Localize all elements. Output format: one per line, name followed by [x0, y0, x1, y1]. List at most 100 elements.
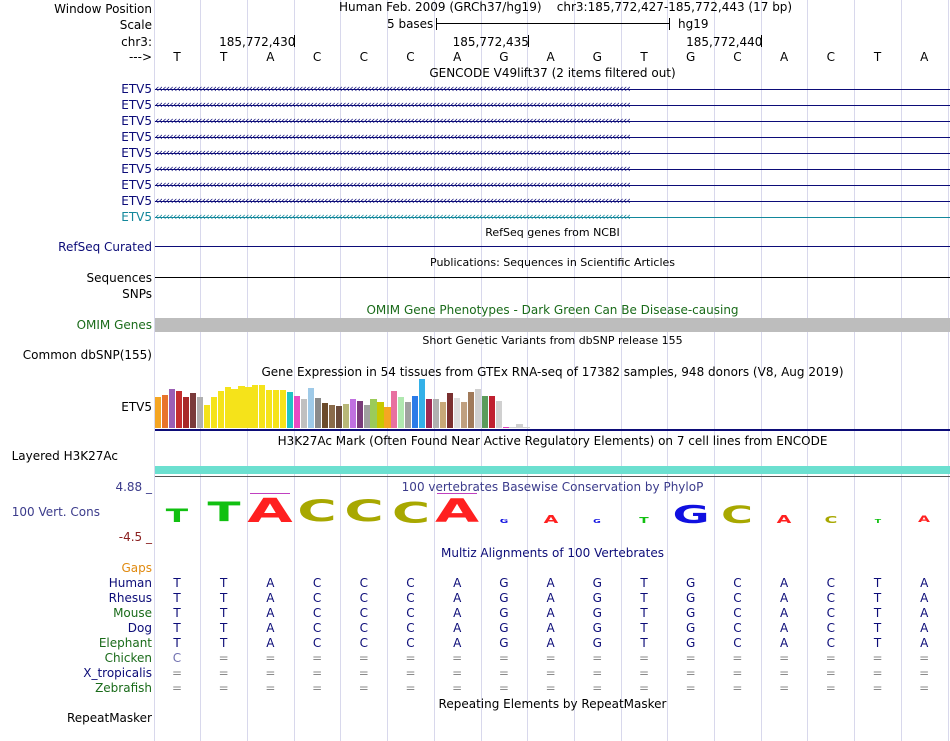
gencode-gene-label[interactable]: ETV5	[121, 210, 152, 224]
repeatmasker-track-label[interactable]: RepeatMasker	[66, 711, 152, 725]
species-label[interactable]: Rhesus	[108, 591, 152, 605]
gtex-tissue-bar[interactable]	[460, 402, 467, 428]
species-label[interactable]: Elephant	[98, 636, 152, 650]
reference-base[interactable]: T	[173, 50, 181, 64]
species-label[interactable]: Chicken	[104, 651, 152, 665]
gtex-tissue-bar[interactable]	[161, 395, 169, 428]
gtex-tissue-bar[interactable]	[238, 386, 245, 428]
gtex-tissue-bar[interactable]	[453, 398, 461, 428]
h3k27ac-signal[interactable]	[155, 466, 950, 474]
gtex-tissue-bar[interactable]	[398, 397, 405, 428]
h3k27ac-track-label[interactable]: Layered H3K27Ac	[11, 449, 118, 463]
gtex-tissue-bar[interactable]	[266, 390, 273, 428]
gtex-tissue-bar[interactable]	[342, 404, 349, 428]
gencode-transcript[interactable]: ‹‹‹‹‹‹‹‹‹‹‹‹‹‹‹‹‹‹‹‹‹‹‹‹‹‹‹‹‹‹‹‹‹‹‹‹‹‹‹‹…	[155, 82, 950, 96]
gtex-tissue-bar[interactable]	[328, 405, 335, 428]
dbsnp-track-label[interactable]: Common dbSNP(155)	[22, 348, 152, 362]
reference-base[interactable]: A	[920, 50, 929, 64]
gtex-tissue-bar[interactable]	[384, 407, 391, 428]
track-data-panel[interactable]: Human Feb. 2009 (GRCh37/hg19) chr3:185,7…	[155, 0, 950, 741]
species-label[interactable]: Dog	[127, 621, 152, 635]
gencode-transcript[interactable]: ‹‹‹‹‹‹‹‹‹‹‹‹‹‹‹‹‹‹‹‹‹‹‹‹‹‹‹‹‹‹‹‹‹‹‹‹‹‹‹‹…	[155, 114, 950, 128]
gtex-tissue-bar[interactable]	[419, 379, 426, 428]
gencode-transcript[interactable]: ‹‹‹‹‹‹‹‹‹‹‹‹‹‹‹‹‹‹‹‹‹‹‹‹‹‹‹‹‹‹‹‹‹‹‹‹‹‹‹‹…	[155, 146, 950, 160]
reference-base[interactable]: C	[359, 50, 368, 64]
gtex-tissue-bar[interactable]	[356, 401, 363, 428]
gtex-tissue-bar[interactable]	[273, 390, 280, 428]
reference-base[interactable]: T	[220, 50, 228, 64]
gtex-tissue-bar[interactable]	[467, 392, 474, 428]
omim-feature-bar[interactable]	[155, 318, 950, 332]
publications-line[interactable]	[155, 277, 950, 278]
gtex-tissue-bar[interactable]	[335, 406, 342, 428]
gtex-tissue-bar[interactable]	[280, 390, 287, 428]
reference-base[interactable]: A	[779, 50, 789, 64]
reference-base[interactable]: G	[686, 50, 696, 64]
gtex-tissue-bar[interactable]	[217, 391, 224, 428]
gtex-tissue-bar[interactable]	[377, 402, 384, 428]
gencode-gene-label[interactable]: ETV5	[121, 146, 152, 160]
gtex-tissue-bar[interactable]	[516, 424, 523, 428]
gtex-tissue-bar[interactable]	[405, 402, 412, 428]
reference-base[interactable]: C	[826, 50, 835, 64]
reference-base[interactable]: G	[592, 50, 602, 64]
gencode-gene-label[interactable]: ETV5	[121, 98, 152, 112]
gtex-tissue-bar[interactable]	[231, 389, 238, 428]
species-label[interactable]: Zebrafish	[95, 681, 152, 695]
gtex-tissue-bar[interactable]	[168, 389, 176, 428]
refseq-track-label[interactable]: RefSeq Curated	[58, 240, 152, 254]
gencode-transcript[interactable]: ‹‹‹‹‹‹‹‹‹‹‹‹‹‹‹‹‹‹‹‹‹‹‹‹‹‹‹‹‹‹‹‹‹‹‹‹‹‹‹‹…	[155, 130, 950, 144]
reference-base[interactable]: T	[873, 50, 882, 64]
gtex-expression-bars[interactable]	[155, 378, 950, 428]
gtex-tissue-bar[interactable]	[481, 396, 488, 428]
gtex-tissue-bar[interactable]	[203, 405, 210, 428]
gtex-tissue-bar[interactable]	[433, 399, 440, 428]
reference-base[interactable]: T	[640, 50, 648, 64]
gtex-tissue-bar[interactable]	[259, 385, 266, 428]
gtex-tissue-bar[interactable]	[294, 396, 301, 428]
gtex-track-label[interactable]: ETV5	[121, 400, 152, 414]
gtex-tissue-bar[interactable]	[412, 396, 419, 428]
gtex-gene-line[interactable]	[155, 429, 950, 431]
gtex-tissue-bar[interactable]	[189, 393, 196, 428]
gtex-tissue-bar[interactable]	[446, 393, 454, 428]
gtex-tissue-bar[interactable]	[210, 397, 217, 428]
gencode-gene-label[interactable]: ETV5	[121, 178, 152, 192]
gtex-tissue-bar[interactable]	[370, 399, 377, 428]
gtex-tissue-bar[interactable]	[300, 399, 308, 428]
gtex-tissue-bar[interactable]	[349, 399, 356, 428]
species-label[interactable]: Human	[108, 576, 152, 590]
gtex-tissue-bar[interactable]	[252, 385, 259, 428]
reference-base[interactable]: C	[406, 50, 415, 64]
gtex-tissue-bar[interactable]	[523, 427, 530, 428]
gencode-transcript[interactable]: ‹‹‹‹‹‹‹‹‹‹‹‹‹‹‹‹‹‹‹‹‹‹‹‹‹‹‹‹‹‹‹‹‹‹‹‹‹‹‹‹…	[155, 178, 950, 192]
refseq-gene-line[interactable]	[155, 246, 950, 247]
reference-base[interactable]: G	[499, 50, 509, 64]
reference-base[interactable]: A	[266, 50, 275, 64]
gencode-transcript[interactable]: ‹‹‹‹‹‹‹‹‹‹‹‹‹‹‹‹‹‹‹‹‹‹‹‹‹‹‹‹‹‹‹‹‹‹‹‹‹‹‹‹…	[155, 162, 950, 176]
gtex-tissue-bar[interactable]	[182, 397, 189, 428]
species-label[interactable]: Mouse	[113, 606, 152, 620]
gtex-tissue-bar[interactable]	[391, 391, 398, 428]
gtex-tissue-bar[interactable]	[321, 403, 328, 428]
gencode-gene-label[interactable]: ETV5	[121, 82, 152, 96]
omim-track-label[interactable]: OMIM Genes	[76, 318, 152, 332]
reference-base[interactable]: C	[312, 50, 322, 64]
gtex-tissue-bar[interactable]	[426, 399, 433, 428]
reference-base[interactable]: A	[453, 50, 462, 64]
reference-base[interactable]: A	[546, 50, 555, 64]
gtex-tissue-bar[interactable]	[502, 427, 509, 428]
gtex-tissue-bar[interactable]	[224, 387, 231, 428]
gtex-tissue-bar[interactable]	[287, 392, 294, 428]
species-label[interactable]: X_tropicalis	[83, 666, 152, 680]
gtex-tissue-bar[interactable]	[439, 402, 447, 428]
phylop-track-label[interactable]: 100 Vert. Cons	[11, 505, 100, 519]
gtex-tissue-bar[interactable]	[175, 391, 183, 428]
gencode-gene-label[interactable]: ETV5	[121, 194, 152, 208]
gencode-transcript[interactable]: ‹‹‹‹‹‹‹‹‹‹‹‹‹‹‹‹‹‹‹‹‹‹‹‹‹‹‹‹‹‹‹‹‹‹‹‹‹‹‹‹…	[155, 210, 950, 224]
gtex-tissue-bar[interactable]	[155, 397, 162, 428]
gencode-gene-label[interactable]: ETV5	[121, 162, 152, 176]
gtex-tissue-bar[interactable]	[509, 427, 516, 428]
publications-track-label[interactable]: Sequences	[86, 271, 152, 285]
